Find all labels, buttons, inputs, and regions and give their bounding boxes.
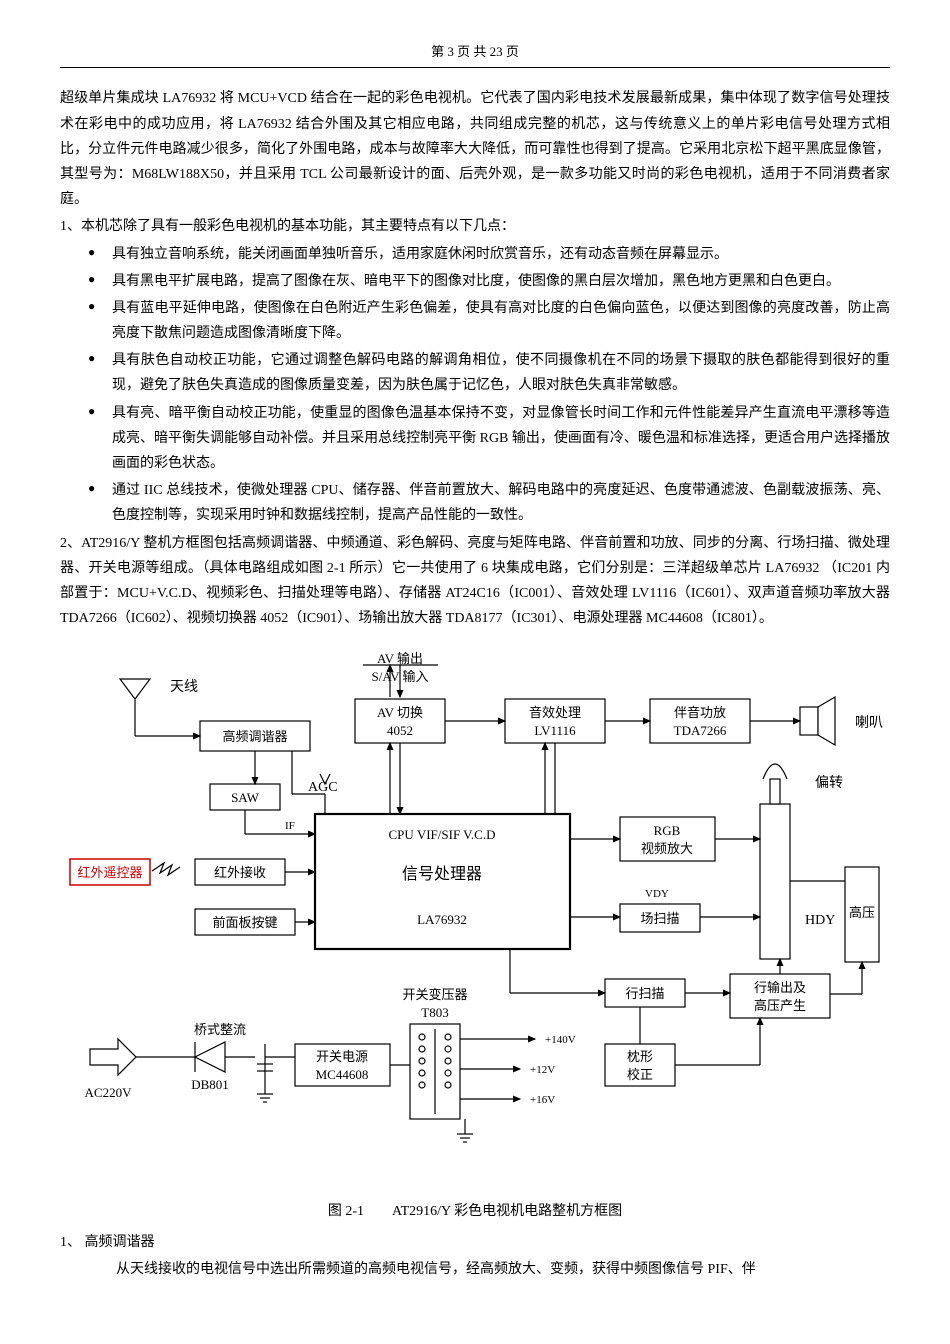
antenna-icon [120, 679, 150, 699]
list-item: 具有独立音响系统，能关闭画面单独听音乐，适用家庭休闲时欣赏音乐，还有动态音频在屏… [88, 242, 890, 267]
av-out-label: AV 输出 [377, 651, 423, 666]
page-header: 第 3 页 共 23 页 [60, 40, 890, 68]
antenna-label: 天线 [170, 679, 198, 695]
block-diagram: AV 输出 S/AV 输入 天线 高频调谐器 AV 切换 4052 音效处理 L… [60, 649, 890, 1223]
section-1-heading: 1、本机芯除了具有一般彩色电视机的基本功能，其主要特点有以下几点： [60, 214, 890, 239]
tuner-label: 高频调谐器 [222, 729, 287, 744]
section-2-para: 2、AT2916/Y 整机方框图包括高频调谐器、中频通道、彩色解码、亮度与矩阵电… [60, 531, 890, 632]
rgb2-label: 视频放大 [641, 841, 693, 856]
feature-list: 具有独立音响系统，能关闭画面单独听音乐，适用家庭休闲时欣赏音乐，还有动态音频在屏… [60, 242, 890, 529]
v12-label: +12V [530, 1064, 555, 1076]
rgb-label: RGB [654, 823, 681, 838]
pagination: 第 3 页 共 23 页 [431, 44, 519, 59]
amp-label: 伴音功放 [674, 705, 726, 720]
list-item: 具有肤色自动校正功能，它通过调整色解码电路的解调角相位，使不同摄像机在不同的场景… [88, 348, 890, 398]
v16-label: +16V [530, 1094, 555, 1106]
agc-label: AGC [308, 780, 338, 795]
smps1-label: 开关电源 [316, 1049, 368, 1064]
audiofx-ic: LV1116 [534, 723, 576, 738]
bridge-rectifier-icon [175, 1042, 255, 1072]
vdy-label: VDY [645, 888, 669, 900]
cpu-line3: LA76932 [417, 912, 467, 927]
avsw-label: AV 切换 [377, 705, 423, 720]
bridge-label: 桥式整流 [194, 1022, 246, 1037]
diagram-svg: AV 输出 S/AV 输入 天线 高频调谐器 AV 切换 4052 音效处理 L… [60, 649, 890, 1179]
panel-label: 前面板按键 [212, 915, 277, 930]
xfmr1-label: 开关变压器 [402, 987, 467, 1002]
saw-label: SAW [231, 790, 260, 805]
cpu-line1: CPU VIF/SIF V.C.D [389, 827, 496, 842]
xfmr2-label: T803 [421, 1005, 448, 1020]
avsw-ic: 4052 [387, 723, 413, 738]
hdy-label: HDY [805, 913, 835, 928]
v140-label: +140V [545, 1034, 576, 1046]
pin2-label: 校正 [627, 1067, 653, 1082]
ac-plug-icon [90, 1039, 175, 1075]
ir-remote-label: 红外遥控器 [77, 865, 142, 880]
hv-label: 高压 [849, 905, 875, 920]
list-item: 具有亮、暗平衡自动校正功能，使重显的图像色温基本保持不变，对显像管长时间工作和元… [88, 401, 890, 477]
intro-para: 超级单片集成块 LA76932 将 MCU+VCD 结合在一起的彩色电视机。它代… [60, 86, 890, 212]
smps2-label: MC44608 [316, 1067, 369, 1082]
vscan-label: 场扫描 [640, 911, 679, 926]
ac-label: AC220V [85, 1085, 133, 1100]
figure-caption: 图 2-1 AT2916/Y 彩色电视机电路整机方框图 [60, 1199, 890, 1224]
ir-rx-label: 红外接收 [214, 865, 266, 880]
pin1-label: 枕形 [627, 1049, 653, 1064]
amp-ic: TDA7266 [674, 723, 727, 738]
list-item: 通过 IIC 总线技术，使微处理器 CPU、储存器、伴音前置放大、解码电路中的亮… [88, 478, 890, 528]
if-label: IF [285, 820, 295, 832]
cpu-line2: 信号处理器 [402, 865, 482, 883]
tuner-para: 从天线接收的电视信号中选出所需频道的高频电视信号，经高频放大、变频，获得中频图像… [60, 1257, 890, 1282]
list-item: 具有黑电平扩展电路，提高了图像在灰、暗电平下的图像对比度，使图像的黑白层次增加，… [88, 269, 890, 294]
hout2-label: 高压产生 [754, 998, 806, 1013]
section-1b-heading: 1、 高频调谐器 [60, 1230, 890, 1255]
list-item: 具有蓝电平延伸电路，使图像在白色附近产生彩色偏差，使具有高对比度的白色偏向蓝色，… [88, 296, 890, 346]
hout1-label: 行输出及 [754, 980, 806, 995]
audiofx-label: 音效处理 [529, 705, 581, 720]
speaker-label: 喇叭 [855, 715, 883, 731]
deflection-label: 偏转 [815, 775, 843, 791]
db-label: DB801 [191, 1077, 229, 1092]
hscan-label: 行扫描 [625, 986, 664, 1001]
